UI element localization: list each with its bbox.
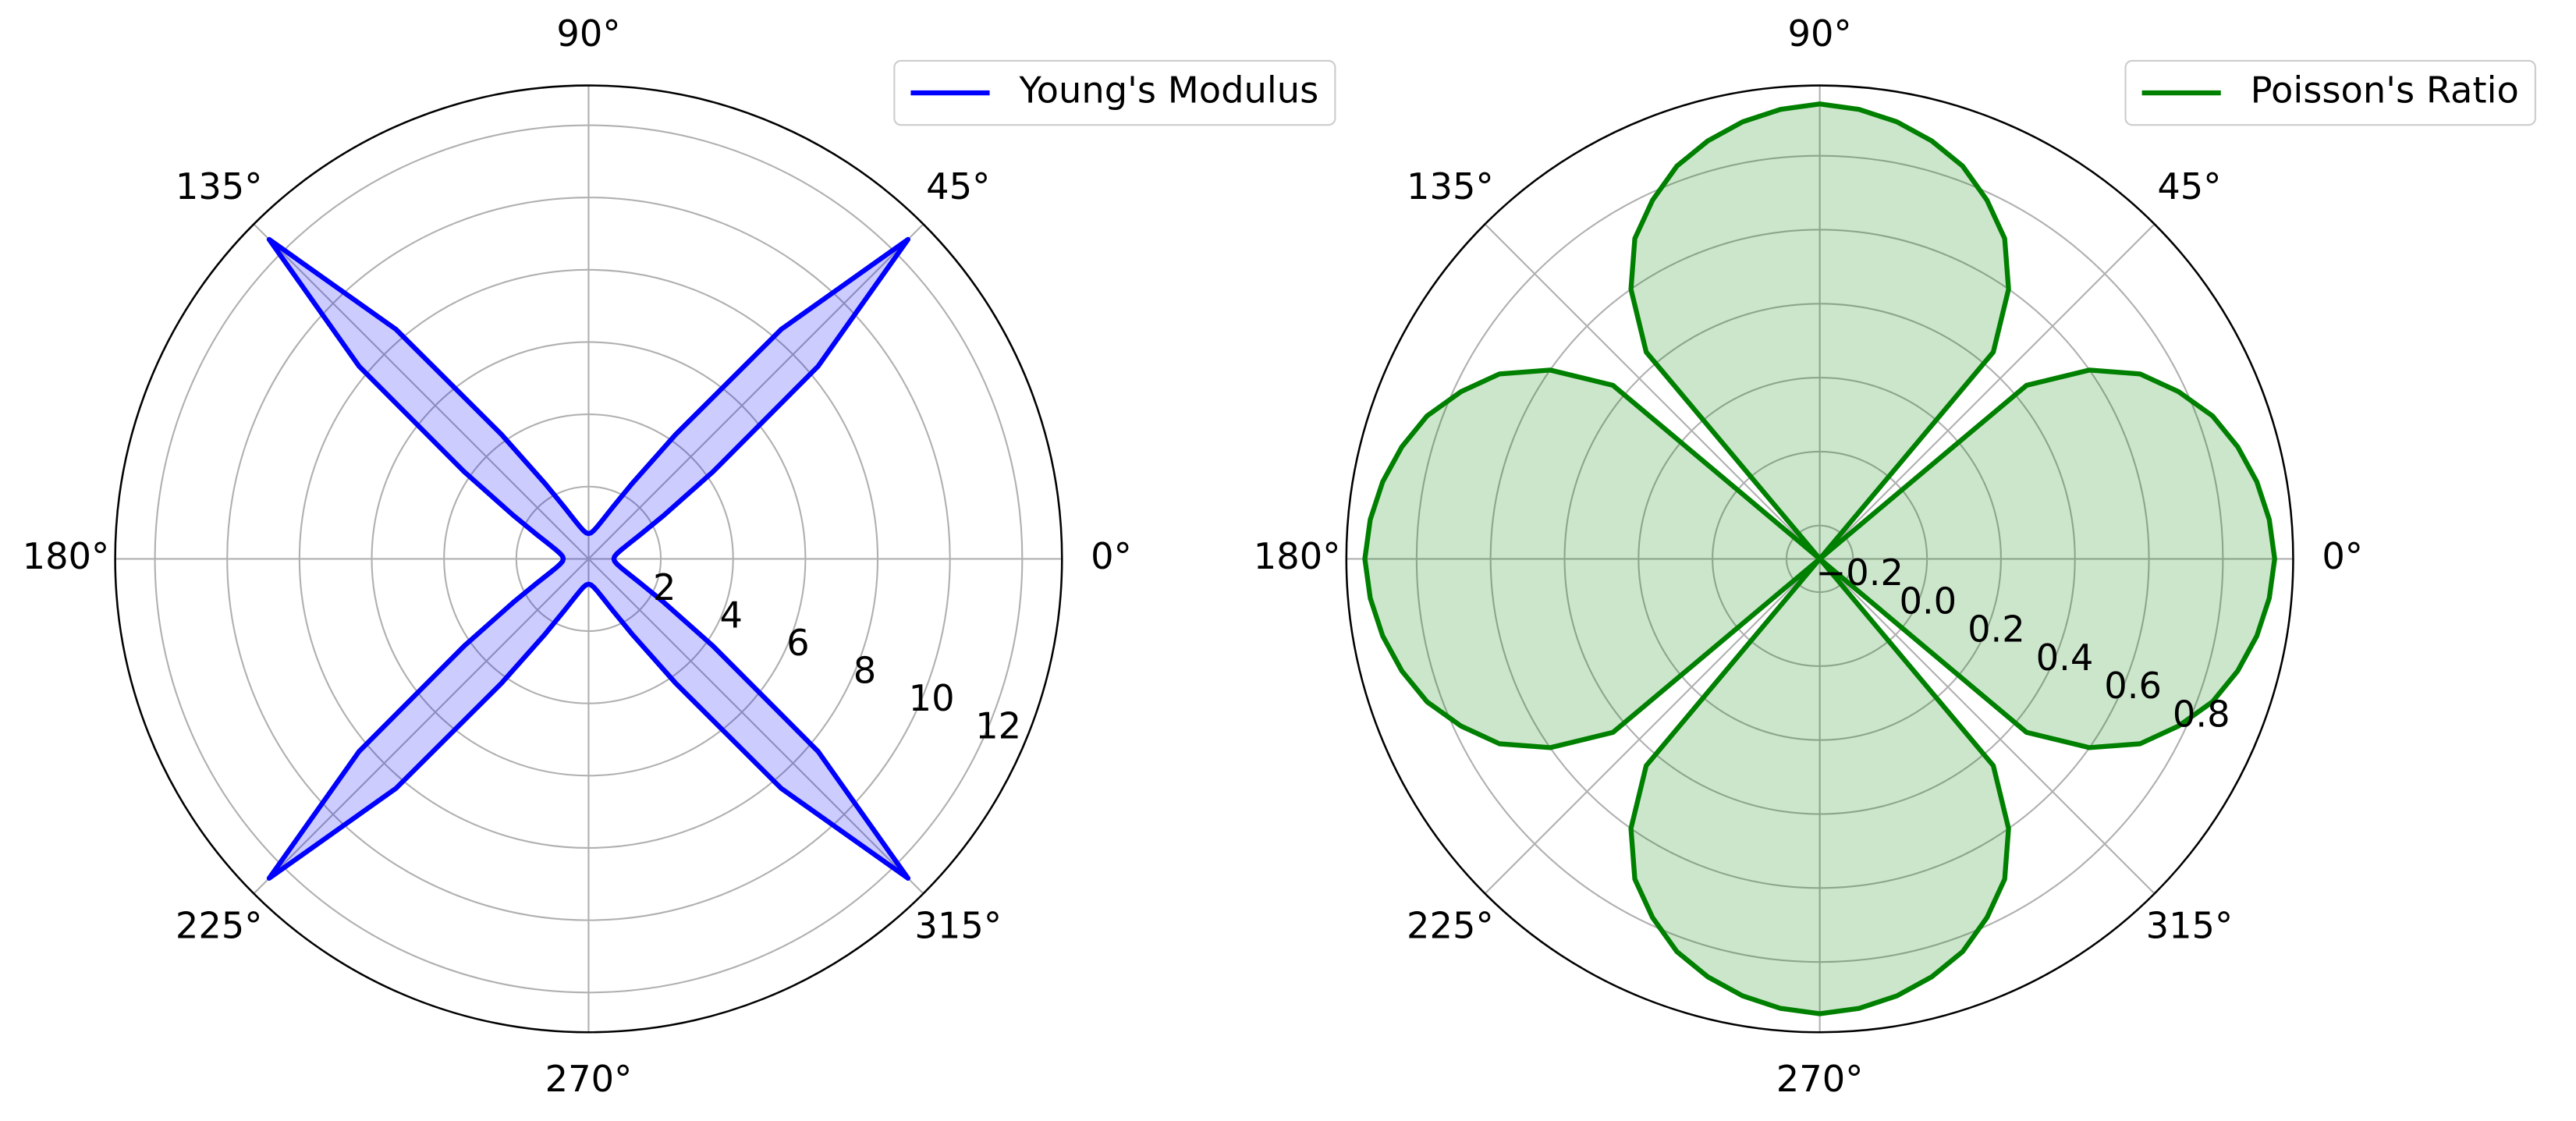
grid-spoke — [1484, 558, 1821, 895]
grid-spoke — [1484, 223, 1821, 560]
r-tick-label: 0.4 — [2036, 637, 2094, 679]
polar-frame — [114, 84, 1063, 1034]
theta-tick-label: 45° — [2157, 165, 2221, 208]
legend-label: Poisson's Ratio — [2251, 69, 2519, 112]
theta-tick-label: 225° — [1407, 905, 1494, 947]
grid-spoke — [1818, 223, 2156, 560]
legend-label: Young's Modulus — [1018, 69, 1318, 112]
r-tick-label: 0.8 — [2173, 693, 2230, 735]
polar-axes: 0° 45° 90° 135° 180° 225° 270° 315° 2 4 6 8 10 12 Youn… — [23, 12, 1336, 1100]
r-tick-label: 8 — [853, 650, 877, 692]
grid-spoke — [253, 558, 590, 895]
theta-tick-label: 0° — [2322, 535, 2363, 577]
theta-tick-label: 270° — [1776, 1058, 1864, 1100]
theta-tick-label: 90° — [556, 12, 620, 55]
grid-spoke — [587, 558, 924, 895]
theta-tick-label: 45° — [926, 165, 990, 208]
grid-spoke — [253, 223, 590, 560]
r-tick-label: 2 — [653, 566, 676, 608]
theta-tick-label: 180° — [1254, 535, 1341, 577]
r-tick-label: 10 — [909, 677, 955, 719]
r-tick-label: 0.6 — [2104, 665, 2162, 707]
theta-tick-label: 135° — [1407, 165, 1494, 208]
theta-tick-label: 225° — [176, 905, 263, 947]
legend-box — [2124, 59, 2536, 126]
grid-spoke — [587, 223, 924, 560]
series-line — [1362, 101, 2277, 1016]
r-tick-label: 0.2 — [1967, 608, 2025, 651]
r-tick-label: −0.2 — [1815, 552, 1904, 594]
theta-tick-label: 180° — [23, 535, 110, 577]
theta-tick-label: 0° — [1091, 535, 1132, 577]
theta-tick-label: 90° — [1788, 12, 1852, 55]
theta-tick-label: 315° — [2146, 905, 2234, 947]
theta-tick-label: 135° — [176, 165, 263, 208]
r-tick-label: 12 — [975, 704, 1021, 747]
polar-frame — [1345, 84, 2294, 1034]
legend-box — [893, 59, 1336, 126]
r-tick-label: 4 — [720, 594, 743, 637]
r-tick-label: 0.0 — [1899, 580, 1957, 622]
polar-axes: 0° 45° 90° 135° 180° 225° 270° 315° −0.20.00.2 0.… — [1254, 12, 2536, 1100]
grid-spoke — [1818, 558, 2156, 895]
theta-tick-label: 315° — [914, 905, 1002, 947]
r-tick-label: 6 — [786, 622, 810, 664]
series-line — [266, 236, 911, 881]
theta-tick-label: 270° — [545, 1058, 633, 1100]
